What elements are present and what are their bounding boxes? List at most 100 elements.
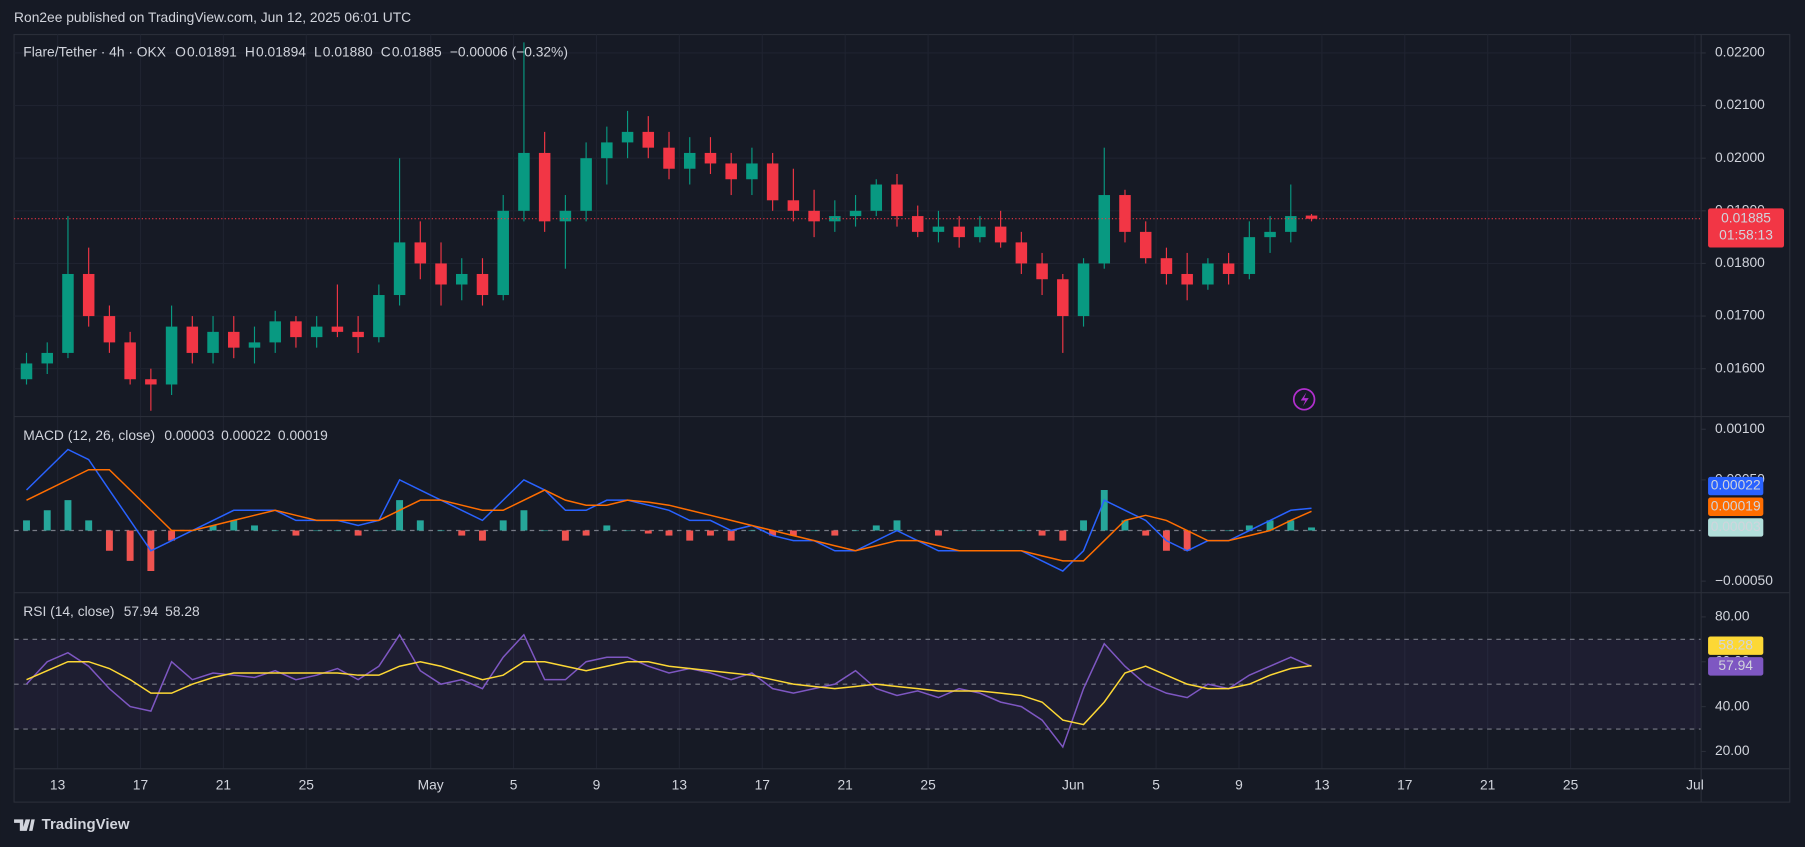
histogram-bar [105,530,113,551]
histogram-bar [230,520,238,531]
value-box-label: 0.00022 [1711,478,1761,493]
candle-body [248,342,261,348]
y-tick-label: 0.02100 [1715,97,1765,112]
histogram-bar [126,530,134,561]
candle-body [165,326,178,385]
ohlc-key: C [381,45,391,60]
candle-body [849,210,862,217]
candle-body [373,295,385,338]
candle-body [1181,273,1193,285]
candle-body [1222,263,1235,274]
histogram-bar [955,530,963,532]
histogram-bar [1308,527,1315,531]
candle-body [310,326,323,338]
y-tick-label: 0.02000 [1715,150,1765,165]
candle-body [559,210,572,222]
histogram-bar [416,520,424,531]
histogram-bar [665,530,673,536]
value-box [1708,497,1764,516]
value-box-label: 58.28 [1718,637,1753,652]
candle-body [1057,279,1069,317]
histogram-bar [209,525,217,531]
x-tick-label: 25 [1563,778,1579,793]
candle-body [725,163,737,180]
y-tick-label: 20.00 [1715,743,1750,758]
value-box-label: 0.00019 [1711,498,1761,513]
candle-body [1305,215,1318,219]
candle-body [891,184,903,217]
histogram-bar [686,530,694,541]
candle-body [1160,258,1173,274]
indicator-line [25,633,1312,749]
alert-icon[interactable] [1292,388,1316,411]
value-box [1708,476,1764,496]
histogram-bar [603,525,611,531]
x-tick-label: 17 [1397,778,1412,793]
legend-value: 0.00003 [164,428,214,443]
x-tick-label: 21 [838,778,853,793]
histogram-bar [644,530,652,534]
price-change: −0.00006 (−0.32%) [450,45,568,60]
histogram-bar [313,530,321,532]
histogram-bar [23,520,30,531]
candle-body [1243,237,1256,274]
y-tick-label: 0.01600 [1715,360,1765,375]
candle-body [1077,263,1090,317]
candle-body [20,363,33,380]
value-box [1708,518,1764,537]
candle-body [145,379,157,385]
candle-body [497,210,509,296]
candle-body [829,216,841,222]
histogram-bar [1038,530,1046,536]
chart-panel [13,33,1791,803]
histogram-bar [1121,520,1129,531]
last-price-box [1708,208,1785,248]
histogram-bar [872,525,880,531]
candle-body [393,242,406,296]
grid [14,34,1702,769]
candle-body [1036,263,1048,280]
histogram-bar [810,530,818,532]
candle-body [580,158,592,211]
y-tick-label: −0.00050 [1715,573,1773,588]
indicator-line [25,448,1312,572]
candle-body [663,147,675,169]
x-tick-label: 13 [672,778,688,793]
y-tick-label: 40.00 [1715,698,1750,713]
histogram-bar [1017,530,1025,532]
x-tick-label: 17 [755,778,770,793]
alert-bolt[interactable] [1300,392,1309,407]
histogram-bar [748,530,756,532]
histogram-bar [1266,520,1274,531]
histogram-bar [1080,520,1087,531]
value-box-label: 0.00003 [1711,519,1761,534]
histogram-bar [852,530,859,532]
candle-body [746,163,758,180]
ohlc-key: L [314,45,322,60]
candle-body [62,273,74,353]
x-tick-label: 13 [50,778,66,793]
rsi-pane [14,633,1702,749]
y-tick-label: 0.01800 [1715,255,1765,270]
candle-body [1098,195,1111,264]
candle-body [103,316,116,343]
candle-body [974,226,986,238]
histogram-bar [458,530,466,536]
candle-body [1202,263,1214,285]
histogram-bar [769,530,777,536]
histogram-bar [1245,525,1253,531]
histogram-bar [1142,530,1150,536]
logo-mark [14,819,35,831]
value-box [1708,636,1764,655]
histogram-bar [1100,490,1108,531]
x-tick-label: 21 [1480,778,1495,793]
histogram-bar [976,530,984,532]
candle-body [621,131,634,143]
alert-circle[interactable] [1292,388,1316,411]
price-pane [14,42,1702,411]
histogram-bar [354,530,362,536]
ohlc-key: H [245,45,255,60]
brand: TradingView [42,816,130,833]
x-tick-label: Jul [1686,778,1704,793]
